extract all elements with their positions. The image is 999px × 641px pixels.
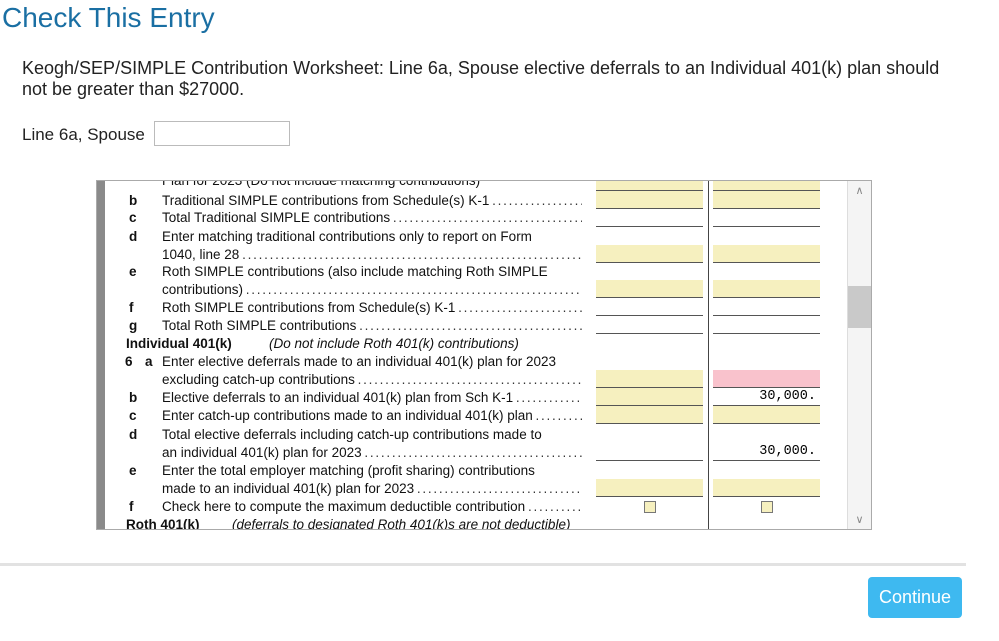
worksheet-row: d Enter matching traditional contributio… [129, 229, 532, 244]
footer-divider [0, 563, 966, 566]
worksheet-row: contributions) [105, 281, 847, 299]
cell-g-col1 [596, 316, 703, 334]
cell-f-col2 [713, 298, 820, 316]
worksheet-row: b Traditional SIMPLE contributions from … [105, 192, 847, 210]
column-divider [708, 181, 709, 529]
cell-b-col2[interactable] [713, 191, 820, 209]
worksheet-section: Individual 401(k) (Do not include Roth 4… [126, 336, 519, 351]
continue-button[interactable]: Continue [868, 577, 962, 618]
worksheet-row: made to an individual 401(k) plan for 20… [105, 480, 847, 498]
cell-g-col2 [713, 316, 820, 334]
checkbox-6f-taxpayer[interactable] [644, 501, 656, 513]
line-6a-spouse-input[interactable] [154, 121, 290, 146]
cell-6e-spouse[interactable] [713, 479, 820, 497]
worksheet-row: e Enter the total employer matching (pro… [129, 463, 535, 478]
worksheet-scrollbar[interactable]: ∧ ∨ [847, 181, 871, 529]
field-label: Line 6a, Spouse [22, 125, 145, 144]
cell-d-col1[interactable] [596, 245, 703, 263]
page-title: Check This Entry [2, 2, 215, 33]
worksheet-row: f Roth SIMPLE contributions from Schedul… [105, 299, 847, 317]
cell-b-col1[interactable] [596, 191, 703, 209]
worksheet-row: d Total elective deferrals including cat… [129, 427, 542, 442]
worksheet-content: Plan for 2023 (Do not include matching c… [105, 181, 847, 529]
cell-6a-spouse[interactable] [713, 370, 820, 388]
worksheet-row: 1040, line 28 [105, 246, 847, 264]
worksheet-row: e Roth SIMPLE contributions (also includ… [129, 264, 548, 279]
cell-a-col1[interactable] [596, 181, 703, 191]
checkbox-6f-spouse[interactable] [761, 501, 773, 513]
cell-6b-spouse: 30,000. [713, 388, 820, 406]
cell-6d-spouse: 30,000. [713, 443, 820, 461]
cell-6e-taxpayer[interactable] [596, 479, 703, 497]
worksheet-row: g Total Roth SIMPLE contributions [105, 317, 847, 335]
cell-e-col2[interactable] [713, 280, 820, 298]
worksheet-row: excluding catch-up contributions [105, 371, 847, 389]
scrollbar-thumb[interactable] [848, 286, 871, 328]
worksheet-row-partial: Plan for 2023 (Do not include matching c… [105, 181, 847, 190]
error-message: Keogh/SEP/SIMPLE Contribution Worksheet:… [22, 58, 940, 99]
cell-e-col1[interactable] [596, 280, 703, 298]
cell-6c-spouse[interactable] [713, 406, 820, 424]
cell-6c-taxpayer[interactable] [596, 406, 703, 424]
worksheet-row: f Check here to compute the maximum dedu… [105, 498, 847, 516]
worksheet-row: c Total Traditional SIMPLE contributions [105, 209, 847, 227]
cell-d-col2[interactable] [713, 245, 820, 263]
cell-f-col1 [596, 298, 703, 316]
worksheet-margin [97, 181, 105, 529]
cell-c-col2 [713, 209, 820, 227]
worksheet-row: 6 a Enter elective deferrals made to an … [125, 354, 556, 369]
worksheet-panel: Plan for 2023 (Do not include matching c… [96, 180, 872, 530]
worksheet-row-partial: Roth 401(k) (deferrals to designated Rot… [126, 517, 571, 529]
worksheet-row: c Enter catch-up contributions made to a… [105, 407, 847, 425]
scroll-down-icon[interactable]: ∨ [855, 514, 864, 526]
cell-c-col1 [596, 209, 703, 227]
cell-6b-taxpayer[interactable] [596, 388, 703, 406]
scroll-up-icon[interactable]: ∧ [855, 185, 864, 197]
cell-6d-taxpayer [596, 443, 703, 461]
worksheet-row: an individual 401(k) plan for 2023 [105, 444, 847, 462]
cell-a-col2[interactable] [713, 181, 820, 191]
worksheet-row: b Elective deferrals to an individual 40… [105, 389, 847, 407]
cell-6a-taxpayer[interactable] [596, 370, 703, 388]
